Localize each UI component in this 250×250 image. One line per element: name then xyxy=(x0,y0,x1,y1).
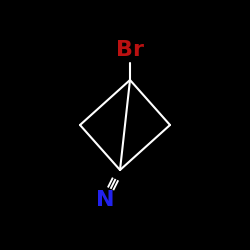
Text: Br: Br xyxy=(116,40,144,60)
Text: N: N xyxy=(96,190,114,210)
